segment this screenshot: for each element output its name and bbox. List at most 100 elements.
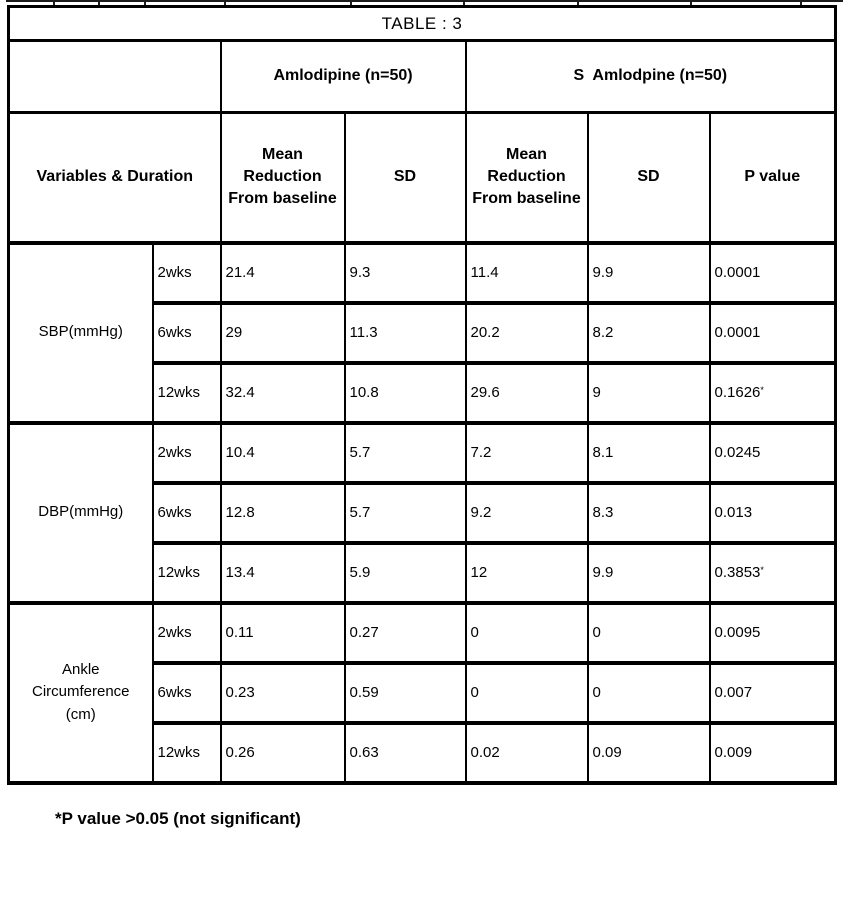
p-value-cell: 0.013 [708, 480, 837, 545]
crop-artifact-tick [577, 0, 579, 5]
s-amlodipine-mean-cell: 9.2 [464, 480, 589, 545]
variable-label-cell: Ankle Circumference (cm) [7, 600, 154, 785]
significance-footnote: *P value >0.05 (not significant) [55, 808, 301, 828]
column-header-row: Variables & Duration Mean Reduction From… [7, 111, 837, 244]
duration-cell: 2wks [151, 420, 222, 485]
table-row: 12wks 32.4 10.8 29.6 9 0.1626* [9, 360, 837, 425]
p-value-text: 0.3853 [714, 564, 761, 581]
amlodipine-mean-cell: 0.23 [219, 660, 346, 725]
table-row: 12wks 0.26 0.63 0.02 0.09 0.009 [9, 720, 837, 785]
amlodipine-mean-cell: 12.8 [219, 480, 346, 545]
duration-cell: 6wks [151, 660, 222, 725]
s-amlodipine-sd-cell: 0 [586, 600, 711, 665]
table-row: 6wks 12.8 5.7 9.2 8.3 0.013 [9, 480, 837, 545]
amlodipine-sd-cell: 0.63 [343, 720, 467, 785]
amlodipine-mean-cell: 32.4 [219, 360, 346, 425]
s-amlodipine-sd-cell: 9.9 [586, 240, 711, 305]
s-amlodipine-mean-cell: 0 [464, 600, 589, 665]
s-amlodipine-sd-cell: 9 [586, 360, 711, 425]
p-value-cell: 0.007 [708, 660, 837, 725]
duration-cell: 12wks [151, 540, 222, 605]
significance-marker: * [760, 385, 764, 395]
amlodipine-sd-cell: 5.7 [343, 480, 467, 545]
group-header-row: Amlodipine (n=50) S Amlodpine (n=50) [7, 39, 837, 114]
p-value-cell: 0.009 [708, 720, 837, 785]
crop-artifact-tick [463, 0, 465, 5]
s-amlodipine-mean-cell: 0.02 [464, 720, 589, 785]
table-row: 6wks 29 11.3 20.2 8.2 0.0001 [9, 300, 837, 365]
table-row: 12wks 13.4 5.9 12 9.9 0.3853* [9, 540, 837, 605]
duration-cell: 12wks [151, 360, 222, 425]
table-row: Ankle Circumference (cm) 2wks 0.11 0.27 0 0 0.… [7, 600, 837, 785]
data-table: TABLE : 3 Amlodipine (n=50) S Amlodpine … [7, 5, 838, 785]
s-amlodipine-mean-cell: 7.2 [464, 420, 589, 485]
amlodipine-sd-cell: 10.8 [343, 360, 467, 425]
s-amlodipine-sd-cell: 0 [586, 660, 711, 725]
table-title: TABLE : 3 [7, 5, 837, 42]
table-row: SBP(mmHg) 2wks 21.4 9.3 11.4 9.9 0.0001 [7, 240, 837, 425]
col-header-sd-2: SD [586, 111, 711, 244]
p-value-text: 0.0245 [714, 444, 761, 461]
duration-cell: 2wks [151, 600, 222, 665]
crop-artifact-tick [690, 0, 692, 5]
s-amlodipine-sd-cell: 8.3 [586, 480, 711, 545]
amlodipine-sd-cell: 0.27 [343, 600, 467, 665]
col-header-mean-reduction-1: Mean Reduction From baseline [219, 111, 346, 244]
group-header-amlodipine: Amlodipine (n=50) [219, 39, 467, 114]
col-header-variables-duration: Variables & Duration [7, 111, 222, 244]
crop-artifact-tick [800, 0, 802, 5]
crop-artifact-tick [144, 0, 146, 5]
amlodipine-sd-cell: 11.3 [343, 300, 467, 365]
s-amlodipine-sd-cell: 9.9 [586, 540, 711, 605]
duration-cell: 12wks [151, 720, 222, 785]
variable-label-cell: SBP(mmHg) [7, 240, 154, 425]
group-header-s-amlodipine: S Amlodpine (n=50) [464, 39, 837, 114]
s-amlodipine-mean-cell: 20.2 [464, 300, 589, 365]
p-value-text: 0.0001 [714, 324, 761, 341]
p-value-text: 0.013 [714, 504, 753, 521]
table-header: TABLE : 3 Amlodipine (n=50) S Amlodpine … [7, 5, 837, 244]
amlodipine-mean-cell: 13.4 [219, 540, 346, 605]
amlodipine-sd-cell: 9.3 [343, 240, 467, 305]
col-header-mean-reduction-2: Mean Reduction From baseline [464, 111, 589, 244]
table-row: 6wks 0.23 0.59 0 0 0.007 [9, 660, 837, 725]
duration-cell: 6wks [151, 480, 222, 545]
p-value-text: 0.0095 [714, 624, 761, 641]
crop-artifact-tick [350, 0, 352, 5]
s-amlodipine-sd-cell: 0.09 [586, 720, 711, 785]
s-amlodipine-mean-cell: 11.4 [464, 240, 589, 305]
crop-artifact-line [6, 0, 843, 2]
crop-artifact-tick [98, 0, 100, 5]
title-row: TABLE : 3 [7, 5, 837, 42]
amlodipine-mean-cell: 21.4 [219, 240, 346, 305]
duration-cell: 6wks [151, 300, 222, 365]
table-body: SBP(mmHg) 2wks 21.4 9.3 11.4 9.9 0.0001 6wks 29 1… [7, 240, 837, 785]
p-value-cell: 0.0095 [708, 600, 837, 665]
p-value-cell: 0.0245 [708, 420, 837, 485]
amlodipine-mean-cell: 0.26 [219, 720, 346, 785]
crop-artifact-tick [224, 0, 226, 5]
duration-cell: 2wks [151, 240, 222, 305]
p-value-text: 0.007 [714, 684, 753, 701]
col-header-p-value: P value [708, 111, 837, 244]
s-amlodipine-sd-cell: 8.2 [586, 300, 711, 365]
p-value-text: 0.1626 [714, 384, 761, 401]
amlodipine-sd-cell: 5.7 [343, 420, 467, 485]
crop-artifact-tick [53, 0, 55, 5]
p-value-text: 0.009 [714, 744, 753, 761]
significance-marker: * [760, 565, 764, 575]
s-amlodipine-mean-cell: 0 [464, 660, 589, 725]
group-header-blank [7, 39, 222, 114]
variable-label-cell: DBP(mmHg) [7, 420, 154, 605]
amlodipine-mean-cell: 29 [219, 300, 346, 365]
col-header-sd-1: SD [343, 111, 467, 244]
amlodipine-mean-cell: 10.4 [219, 420, 346, 485]
s-amlodipine-sd-cell: 8.1 [586, 420, 711, 485]
s-amlodipine-mean-cell: 12 [464, 540, 589, 605]
p-value-cell: 0.1626* [708, 360, 837, 425]
s-amlodipine-mean-cell: 29.6 [464, 360, 589, 425]
p-value-cell: 0.0001 [708, 240, 837, 305]
table-row: DBP(mmHg) 2wks 10.4 5.7 7.2 8.1 0.0245 [7, 420, 837, 605]
amlodipine-sd-cell: 0.59 [343, 660, 467, 725]
